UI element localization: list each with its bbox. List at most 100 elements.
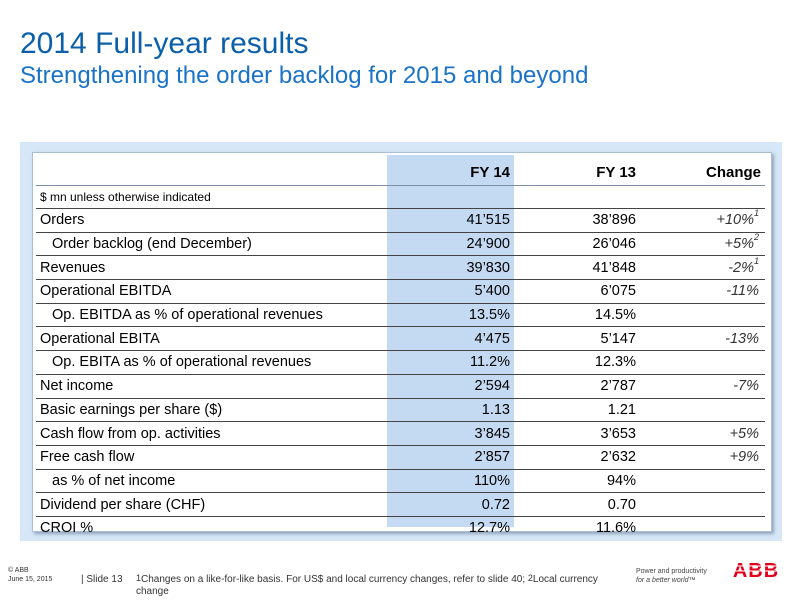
- change-value: [640, 469, 765, 494]
- change-text: -13%: [725, 330, 759, 347]
- fy13-value: 0.70: [514, 492, 640, 517]
- tagline-line-2: for a better world™: [636, 577, 696, 584]
- fy13-value: 5’147: [514, 326, 640, 352]
- table-row: Dividend per share (CHF) 0.72 0.70: [36, 492, 765, 517]
- change-value: [640, 303, 765, 328]
- fy13-value: 11.6%: [595, 520, 636, 537]
- change-value: +9%: [640, 445, 765, 470]
- change-text: -11%: [726, 283, 759, 300]
- fy14-value: 5’400: [387, 279, 514, 304]
- table-row: Basic earnings per share ($) 1.13 1.21: [36, 398, 765, 423]
- change-value: [640, 398, 765, 423]
- table-row: Operational EBITDA 5’400 6’075 -11%: [36, 279, 765, 304]
- fy14-value: 110%: [387, 469, 514, 494]
- fy13-value: 94%: [514, 469, 640, 494]
- change-value: [640, 516, 765, 539]
- copyright-text: © ABB: [8, 567, 29, 574]
- slide-number: | Slide 13: [81, 574, 123, 585]
- footer-copyright: © ABB June 15, 2015: [8, 566, 52, 584]
- row-label: Cash flow from op. activities: [36, 421, 387, 446]
- unit-note: $ mn unless otherwise indicated: [36, 185, 387, 209]
- table-row: Free cash flow 2’857 2’632 +9%: [36, 445, 765, 470]
- change-value: -11%: [640, 279, 765, 304]
- table-row: CROI % 12.7% 11.6%: [36, 516, 765, 539]
- tagline-line-1: Power and productivity: [636, 568, 707, 575]
- fy14-value: 11.2%: [387, 350, 514, 375]
- footnote-text-1: Changes on a like-for-like basis. For US…: [141, 574, 528, 585]
- row-label: Operational EBITDA: [36, 279, 387, 304]
- fy14-value: 41’515: [387, 208, 514, 233]
- row-label: as % of net income: [36, 469, 387, 494]
- fy13-value: 26’046: [514, 232, 640, 257]
- change-text: +10%: [716, 212, 754, 229]
- footnote-text-2: Local currency change: [136, 574, 598, 597]
- table-row: Op. EBITDA as % of operational revenues 1…: [36, 303, 765, 328]
- date-text: June 15, 2015: [8, 576, 53, 583]
- change-value: +5%2: [640, 232, 765, 257]
- fy14-value: 0.72: [387, 492, 514, 517]
- results-table: FY 14 FY 13 Change $ mn unless otherwise…: [36, 160, 765, 540]
- header-label-cell: [36, 160, 387, 186]
- fy14-value: 12.7%: [468, 520, 510, 537]
- change-value: [640, 350, 765, 375]
- change-value: [640, 492, 765, 517]
- change-value: +5%: [640, 421, 765, 446]
- fy14-value: 39’830: [387, 255, 514, 281]
- page-subtitle: Strengthening the order backlog for 2015…: [20, 62, 589, 89]
- table-row: Revenues 39’830 41’848 -2%1: [36, 255, 765, 281]
- fy14-value: 2’857: [387, 445, 514, 470]
- change-text: -2%: [728, 259, 754, 276]
- fy14-value: 3’845: [387, 421, 514, 446]
- fy14-value: 24’900: [387, 232, 514, 257]
- fy13-value: 38’896: [514, 208, 640, 233]
- row-label: Operational EBITA: [36, 326, 387, 352]
- abb-logo-icon: ABB: [727, 560, 785, 580]
- footnote-marker: 1: [753, 208, 759, 219]
- change-value: +10%1: [640, 208, 765, 233]
- table-row: Op. EBITA as % of operational revenues 11…: [36, 350, 765, 375]
- change-value: -13%: [640, 326, 765, 352]
- fy13-value: 1.21: [514, 398, 640, 423]
- table-row: Operational EBITA 4’475 5’147 -13%: [36, 326, 765, 352]
- table-row: as % of net income 110% 94%: [36, 469, 765, 494]
- footnote: 1Changes on a like-for-like basis. For U…: [136, 574, 606, 598]
- table-header-row: FY 14 FY 13 Change: [36, 160, 765, 186]
- fy14-value: 1.13: [387, 398, 514, 423]
- footnote-marker-2: 2: [527, 573, 533, 583]
- row-label: Free cash flow: [36, 445, 387, 470]
- change-text: +9%: [729, 449, 759, 466]
- fy14-value: 4’475: [387, 326, 514, 352]
- fy13-value: 2’787: [514, 374, 640, 399]
- footnote-marker: 1: [753, 255, 759, 266]
- abb-logo: ABB: [727, 560, 785, 580]
- row-label: Revenues: [36, 255, 387, 281]
- tagline: Power and productivity for a better worl…: [636, 567, 707, 585]
- fy13-value: 3’653: [514, 421, 640, 446]
- row-label: Dividend per share (CHF): [36, 492, 387, 517]
- row-label: Op. EBITDA as % of operational revenues: [36, 303, 387, 328]
- table-row: Order backlog (end December) 24’900 26’046…: [36, 232, 765, 257]
- fy13-value: 14.5%: [514, 303, 640, 328]
- fy13-value: 12.3%: [514, 350, 640, 375]
- header-change: Change: [640, 160, 765, 186]
- fy13-value: 41’848: [514, 255, 640, 281]
- row-label: CROI %: [40, 520, 94, 537]
- row-label: Basic earnings per share ($): [36, 398, 387, 423]
- fy14-value: 2’594: [387, 374, 514, 399]
- header-fy13: FY 13: [514, 160, 640, 186]
- row-label: Order backlog (end December): [36, 232, 387, 257]
- svg-text:ABB: ABB: [733, 560, 779, 580]
- header-fy14: FY 14: [387, 160, 514, 186]
- unit-note-row: $ mn unless otherwise indicated: [36, 185, 765, 209]
- footnote-marker-1: 1: [136, 573, 142, 583]
- fy13-value: 6’075: [514, 279, 640, 304]
- table-row: Orders 41’515 38’896 +10%1: [36, 208, 765, 233]
- row-label: Net income: [36, 374, 387, 399]
- fy14-value: 13.5%: [387, 303, 514, 328]
- change-text: -7%: [733, 378, 759, 395]
- change-value: -2%1: [640, 255, 765, 281]
- row-label: Op. EBITA as % of operational revenues: [36, 350, 387, 375]
- fy13-value: 2’632: [514, 445, 640, 470]
- change-text: +5%: [729, 425, 759, 442]
- row-label: Orders: [36, 208, 387, 233]
